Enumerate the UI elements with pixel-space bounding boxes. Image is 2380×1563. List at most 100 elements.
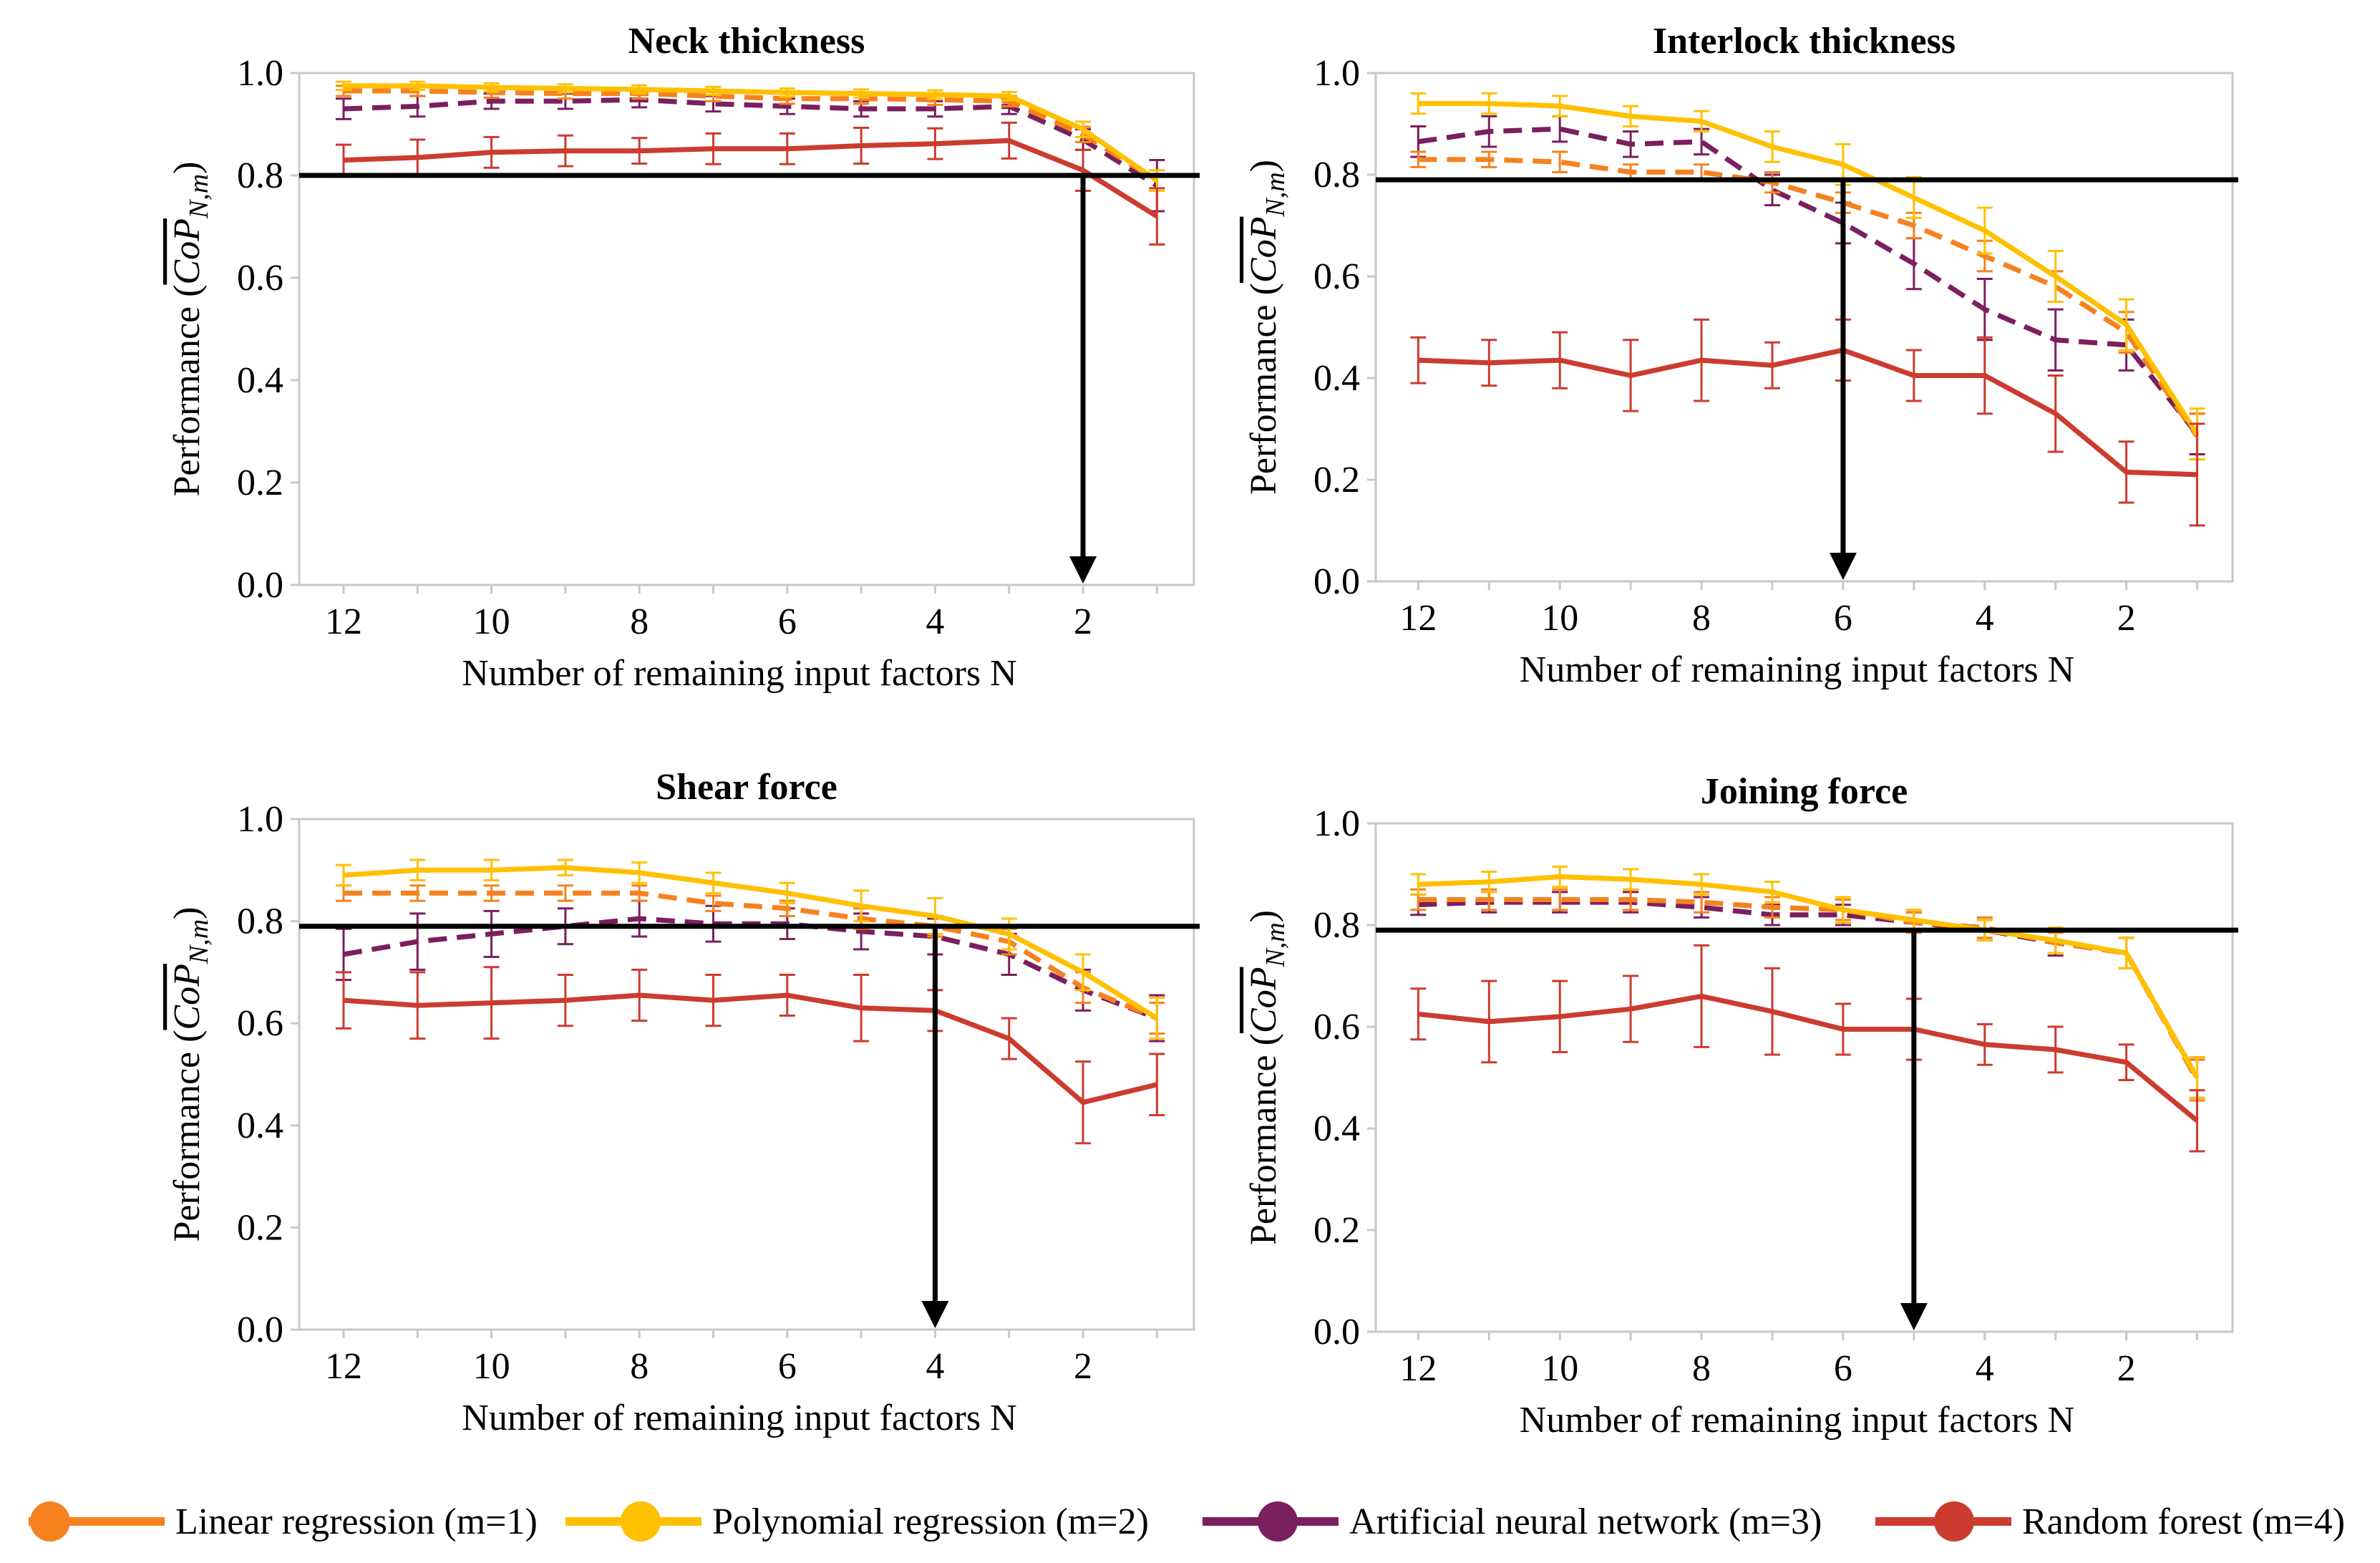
y-tick-label: 0.4 [237, 1105, 283, 1146]
arrow-head [1900, 1303, 1928, 1330]
x-tick-label: 8 [1692, 598, 1711, 639]
y-axis-label: Performance (CoPN,m) [167, 906, 214, 1242]
legend: Linear regression (m=1) Polynomial regres… [29, 1501, 2345, 1542]
series-line [1418, 157, 2200, 438]
x-tick-label: 12 [325, 601, 362, 642]
series-polynomial [335, 80, 1165, 192]
series-rf [335, 121, 1165, 246]
series-line [1417, 126, 2200, 436]
y-axis-label: Performance (CoPN,m) [1243, 160, 1291, 495]
x-tick-label: 12 [1399, 598, 1437, 639]
series-line [344, 88, 1159, 183]
x-tick-label: 8 [630, 1346, 649, 1387]
series-line [343, 137, 1159, 219]
series-line [1418, 899, 2200, 1079]
y-axis-label: Performance (CoPN,m) [167, 161, 214, 496]
series-polynomial [1410, 92, 2205, 461]
x-tick-label: 4 [1976, 1348, 1994, 1389]
legend-marker [1258, 1501, 1298, 1542]
series-rf [1410, 318, 2205, 527]
x-tick-label: 2 [2117, 598, 2136, 639]
y-tick-label: 1.0 [1313, 53, 1360, 94]
y-tick-label: 0.6 [237, 258, 283, 299]
arrow-head [921, 1301, 949, 1328]
x-tick-label: 10 [473, 601, 510, 642]
chart-title: Interlock thickness [1653, 21, 1956, 62]
arrow-head [1829, 553, 1857, 580]
y-tick-label: 0.6 [1313, 1007, 1360, 1047]
y-tick-label: 0.0 [1313, 561, 1360, 602]
x-tick-label: 12 [325, 1346, 362, 1387]
series-line [343, 97, 1159, 188]
series-line [1418, 993, 2199, 1123]
x-tick-label: 4 [926, 601, 944, 642]
x-tick-label: 8 [1692, 1348, 1711, 1389]
y-tick-label: 0.2 [1313, 460, 1360, 500]
series-rf [1410, 944, 2205, 1153]
y-tick-label: 0.8 [1313, 905, 1360, 946]
x-tick-label: 10 [1541, 1348, 1578, 1389]
legend-item-linear: Linear regression (m=1) [29, 1501, 538, 1542]
chart-panel: Joining force 0.0 0.2 0.4 0.6 0.8 1.0 12 10 8 6 4 2 N… [1243, 771, 2238, 1441]
y-tick-label: 0.8 [1313, 155, 1360, 195]
x-axis-label: Number of remaining input factors N [462, 1398, 1016, 1438]
x-tick-label: 10 [473, 1346, 510, 1387]
chart-title: Joining force [1701, 771, 1908, 812]
x-tick-label: 2 [1074, 1346, 1092, 1387]
legend-label: Artificial neural network (m=3) [1349, 1501, 1822, 1542]
y-tick-label: 1.0 [237, 799, 283, 840]
y-tick-label: 0.2 [237, 1207, 283, 1248]
selection-arrow [921, 926, 949, 1328]
x-tick-label: 4 [926, 1346, 944, 1387]
x-tick-label: 4 [1976, 598, 1994, 639]
series-line [343, 916, 1158, 1021]
x-tick-label: 2 [2117, 1348, 2136, 1389]
x-tick-label: 6 [1834, 1348, 1852, 1389]
y-tick-label: 1.0 [237, 53, 283, 94]
x-tick-label: 6 [778, 601, 797, 642]
x-tick-label: 6 [1834, 598, 1852, 639]
y-tick-label: 0.6 [1313, 256, 1360, 297]
chart-title: Neck thickness [628, 21, 865, 62]
selection-arrow [1900, 930, 1928, 1330]
plot-frame [298, 72, 1195, 586]
series-line [344, 83, 1159, 183]
plot-frame [1374, 822, 2234, 1333]
x-tick-label: 10 [1541, 598, 1578, 639]
charts-group: Neck thickness 0.0 0.2 0.4 0.6 0.8 1.0 12 10 8 6 4 2… [167, 21, 2238, 1441]
y-tick-label: 0.4 [1313, 358, 1360, 399]
y-tick-label: 1.0 [1313, 803, 1360, 844]
x-axis-label: Number of remaining input factors N [1520, 649, 2074, 690]
y-tick-label: 0.4 [237, 360, 283, 401]
legend-label: Polynomial regression (m=2) [712, 1501, 1149, 1542]
y-tick-label: 0.8 [237, 901, 283, 942]
y-tick-label: 0.2 [237, 463, 283, 503]
x-axis-label: Number of remaining input factors N [1520, 1400, 2074, 1441]
legend-item-ann: Artificial neural network (m=3) [1203, 1501, 1822, 1542]
series-line [344, 890, 1158, 1021]
plot-frame [1374, 72, 2234, 583]
y-tick-label: 0.2 [1313, 1210, 1360, 1251]
chart-panel: Shear force 0.0 0.2 0.4 0.6 0.8 1.0 12 10 8 6 4 2 Num… [167, 767, 1200, 1438]
legend-marker [1934, 1501, 1974, 1542]
arrow-head [1069, 556, 1097, 584]
series-line [343, 992, 1158, 1105]
legend-item-polynomial: Polynomial regression (m=2) [565, 1501, 1149, 1542]
legend-label: Linear regression (m=1) [175, 1501, 538, 1542]
x-tick-label: 8 [630, 601, 649, 642]
series-line [1418, 874, 2200, 1079]
y-tick-label: 0.6 [237, 1003, 283, 1044]
selection-arrow [1069, 175, 1097, 584]
y-tick-label: 0.0 [237, 1310, 283, 1350]
series-polynomial [335, 858, 1165, 1040]
chart-panel: Neck thickness 0.0 0.2 0.4 0.6 0.8 1.0 12 10 8 6 4 2… [167, 21, 1200, 694]
y-axis-label: Performance (CoPN,m) [1243, 910, 1291, 1245]
series-line [1418, 101, 2200, 436]
chart-title: Shear force [656, 767, 837, 808]
legend-marker [621, 1501, 661, 1542]
x-tick-label: 6 [778, 1346, 797, 1387]
series-line [1418, 347, 2197, 478]
legend-marker [30, 1501, 70, 1542]
x-tick-label: 12 [1399, 1348, 1437, 1389]
